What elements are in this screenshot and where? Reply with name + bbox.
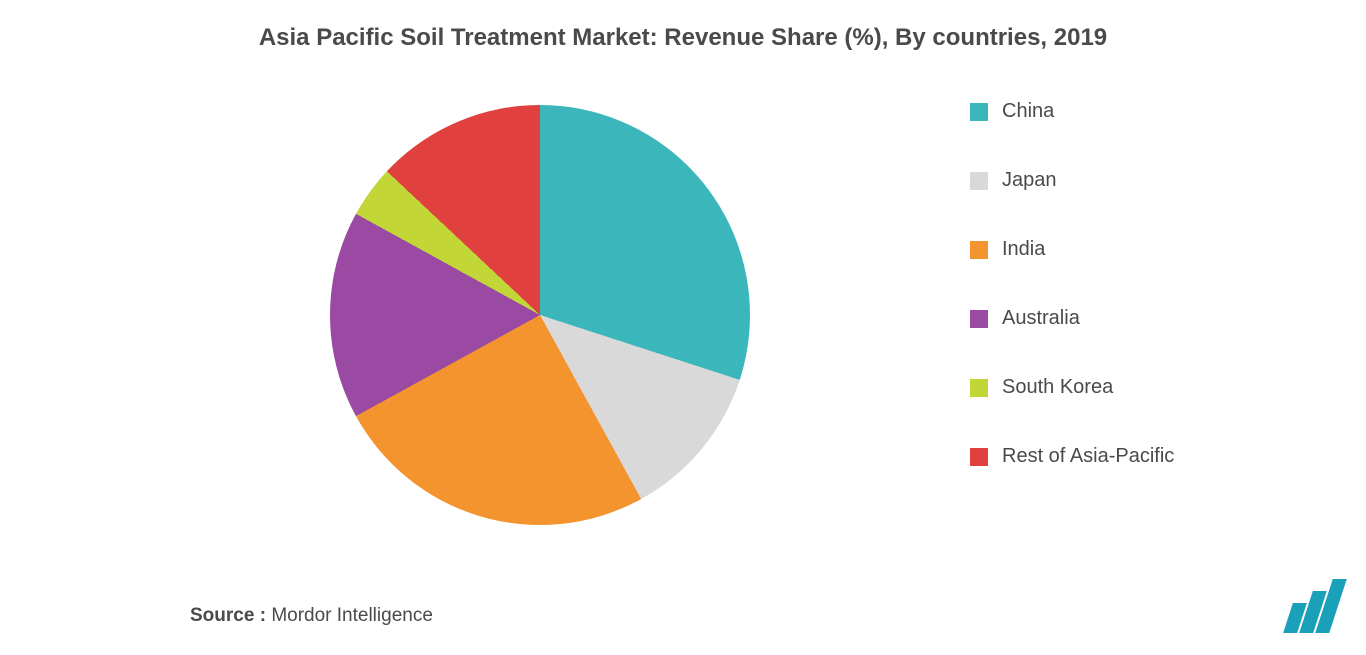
legend-item: Japan <box>970 169 1174 192</box>
legend-swatch-icon <box>970 241 988 259</box>
chart-title: Asia Pacific Soil Treatment Market: Reve… <box>0 24 1366 52</box>
pie-chart <box>330 105 750 525</box>
legend-swatch-icon <box>970 172 988 190</box>
legend-item: India <box>970 238 1174 261</box>
legend-item: Rest of Asia-Pacific <box>970 445 1174 468</box>
legend-item: China <box>970 100 1174 123</box>
legend-item: South Korea <box>970 376 1174 399</box>
legend: China Japan India Australia South Korea Rest … <box>970 100 1174 468</box>
legend-swatch-icon <box>970 379 988 397</box>
legend-label: China <box>1002 100 1054 123</box>
legend-label: Rest of Asia-Pacific <box>1002 445 1174 468</box>
pie-graphic <box>330 105 750 525</box>
source-label: Source : <box>190 605 266 626</box>
legend-label: India <box>1002 238 1045 261</box>
legend-label: South Korea <box>1002 376 1113 399</box>
legend-swatch-icon <box>970 448 988 466</box>
legend-swatch-icon <box>970 310 988 328</box>
brand-logo-icon <box>1288 579 1338 633</box>
legend-swatch-icon <box>970 103 988 121</box>
legend-label: Australia <box>1002 307 1080 330</box>
source-attribution: Source : Mordor Intelligence <box>190 605 433 627</box>
legend-item: Australia <box>970 307 1174 330</box>
source-value: Mordor Intelligence <box>271 605 433 626</box>
legend-label: Japan <box>1002 169 1057 192</box>
